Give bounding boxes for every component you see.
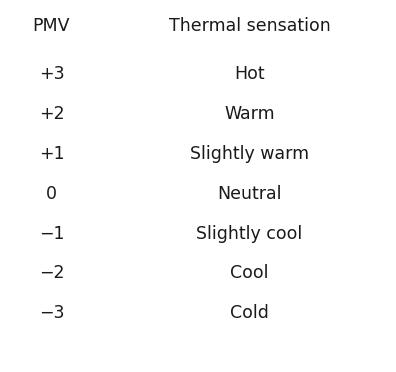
Text: +3: +3 xyxy=(39,65,64,83)
Text: Slightly cool: Slightly cool xyxy=(196,225,303,243)
Text: +1: +1 xyxy=(39,145,64,163)
Text: PMV: PMV xyxy=(33,17,70,35)
Text: Hot: Hot xyxy=(234,65,265,83)
Text: −3: −3 xyxy=(39,304,64,322)
Text: Cold: Cold xyxy=(230,304,269,322)
Text: +2: +2 xyxy=(39,105,64,123)
Text: −2: −2 xyxy=(39,264,64,282)
Text: Neutral: Neutral xyxy=(217,185,282,203)
Text: −1: −1 xyxy=(39,225,64,243)
Text: 0: 0 xyxy=(46,185,57,203)
Text: Thermal sensation: Thermal sensation xyxy=(169,17,330,35)
Text: Slightly warm: Slightly warm xyxy=(190,145,309,163)
Text: Cool: Cool xyxy=(230,264,269,282)
Text: Warm: Warm xyxy=(224,105,275,123)
